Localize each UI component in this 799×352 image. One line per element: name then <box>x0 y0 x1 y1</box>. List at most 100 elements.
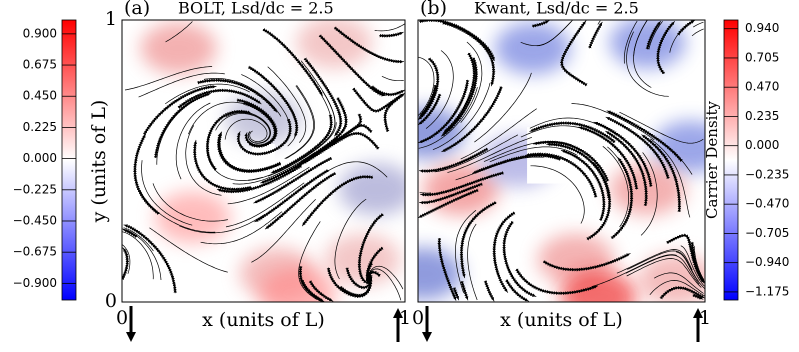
streamline <box>142 85 217 136</box>
field <box>418 20 705 302</box>
streamline <box>248 138 328 181</box>
streamline <box>122 231 154 280</box>
colorbar-tick-label: 0.000 <box>745 138 779 152</box>
streamline <box>626 258 702 288</box>
hole <box>252 144 275 167</box>
x-tick-label: 1 <box>699 307 711 329</box>
streamline <box>152 183 228 222</box>
streamline <box>525 152 598 198</box>
streamline <box>591 254 677 288</box>
density-blob <box>225 92 302 145</box>
x-tick-label: 0 <box>116 307 128 329</box>
streamline <box>531 20 550 28</box>
streamline <box>133 133 160 216</box>
density-blob <box>140 22 217 75</box>
y-tick-label: 1 <box>105 8 117 30</box>
streamline <box>153 92 211 159</box>
streamline <box>587 21 603 49</box>
streamline <box>597 20 601 25</box>
streamline <box>586 161 612 241</box>
streamline <box>333 26 405 64</box>
y-tick-label: 0 <box>105 290 117 312</box>
streamline <box>483 280 495 302</box>
density-blob <box>609 20 686 69</box>
streamline <box>676 20 696 36</box>
streamline <box>381 75 404 82</box>
streamline <box>303 57 343 137</box>
streamline <box>379 31 404 38</box>
streamline <box>460 108 537 160</box>
streamline <box>175 102 211 180</box>
streamline <box>467 223 478 301</box>
colorbar <box>723 19 739 301</box>
streamline <box>298 265 323 302</box>
streamline <box>301 174 374 227</box>
colorbar-tick-label: −0.675 <box>13 245 57 259</box>
x-axis-label: x (units of L) <box>500 309 623 331</box>
streamline <box>693 21 704 28</box>
streamline <box>217 131 282 173</box>
streamline <box>124 66 213 91</box>
x-tick-label: 1 <box>399 307 411 329</box>
streamline <box>474 72 532 143</box>
colorbar-tick-label: 0.675 <box>23 58 57 72</box>
streamline <box>633 20 652 88</box>
streamline <box>383 92 405 132</box>
density-blob <box>494 22 571 75</box>
panel-title: Kwant, Lsd/dc = 2.5 <box>474 0 639 18</box>
streamline <box>227 166 310 205</box>
plot-frame <box>417 19 706 303</box>
streamline <box>122 247 130 280</box>
streamline <box>606 110 683 162</box>
colorbar-tick-label: 0.470 <box>745 80 779 94</box>
streamline <box>192 139 252 192</box>
density-blob <box>338 163 405 216</box>
panel-label: (b) <box>420 0 447 19</box>
streamline <box>691 28 704 37</box>
colorbar-tick-label: −0.450 <box>13 213 57 227</box>
streamline <box>626 31 669 97</box>
colorbar-tick-label: −0.940 <box>745 255 789 269</box>
contact-arrowhead <box>422 332 432 342</box>
streamline <box>247 65 299 138</box>
streamline <box>443 52 476 134</box>
x-axis-label: x (units of L) <box>202 309 325 331</box>
contact-arrowhead <box>693 308 703 318</box>
streamline <box>460 41 483 123</box>
colorbar-tick-label: −0.225 <box>13 182 57 196</box>
colorbar-tick-label: −0.235 <box>745 167 789 181</box>
streamline <box>339 274 373 298</box>
streamline <box>165 21 193 43</box>
colorbar-label: Carrier Density <box>703 101 721 219</box>
streamline <box>374 23 405 32</box>
density-blob <box>296 20 373 69</box>
streamline <box>370 85 405 97</box>
density-blob <box>609 163 686 216</box>
streamline <box>122 247 128 278</box>
streamline <box>299 97 348 164</box>
colorbar-tick-label: −0.470 <box>745 197 789 211</box>
streamline <box>452 287 460 301</box>
streamline <box>200 211 283 245</box>
streamline <box>692 293 704 300</box>
panel-label: (a) <box>124 0 150 19</box>
streamline <box>206 132 263 181</box>
streamline <box>559 20 588 87</box>
density-blob <box>154 191 231 244</box>
y-axis-label: y (units of L) <box>88 100 110 224</box>
colorbar-tick-label: 0.450 <box>23 89 57 103</box>
streamline <box>459 200 497 279</box>
colorbar-tick-label: 0.900 <box>23 26 57 40</box>
contact-arrowhead <box>126 332 136 342</box>
streamline <box>529 117 617 135</box>
colorbar-tick-label: −0.705 <box>745 226 789 240</box>
field <box>122 20 405 302</box>
x-tick-label: 0 <box>412 307 424 329</box>
colorbar-tick-label: −0.900 <box>13 276 57 290</box>
streamline <box>666 233 705 284</box>
streamline <box>264 171 337 230</box>
streamline <box>505 279 530 302</box>
contact-arrowhead <box>393 308 403 318</box>
streamline <box>437 237 457 301</box>
